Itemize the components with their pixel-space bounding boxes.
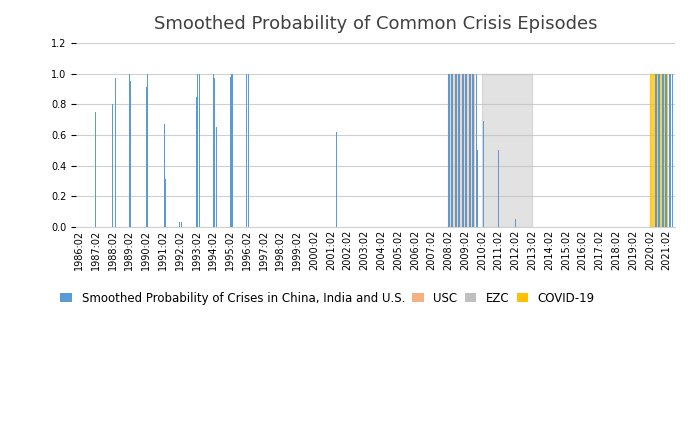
Bar [668, 73, 669, 227]
Bar [672, 73, 673, 227]
Bar [477, 150, 478, 227]
Bar [457, 73, 459, 227]
Bar [650, 73, 667, 227]
Bar [196, 97, 197, 227]
Bar [666, 73, 667, 227]
Bar [130, 81, 131, 227]
Bar [669, 73, 670, 227]
Legend: Smoothed Probability of Crises in China, India and U.S., USC, EZC, COVID-19: Smoothed Probability of Crises in China,… [56, 287, 600, 309]
Bar [483, 121, 484, 227]
Bar [336, 132, 337, 227]
Bar [452, 73, 453, 227]
Bar [515, 219, 516, 227]
Bar [464, 73, 466, 227]
Bar [469, 73, 470, 227]
Bar [460, 73, 462, 227]
Bar [95, 112, 96, 227]
Bar [473, 73, 474, 227]
Bar [213, 73, 214, 227]
Bar [468, 73, 469, 227]
Bar [246, 73, 247, 227]
Bar [115, 78, 116, 227]
Bar [164, 124, 165, 227]
Bar [449, 73, 450, 227]
Bar [655, 73, 656, 227]
Bar [197, 73, 198, 227]
Bar [472, 73, 473, 227]
Bar [147, 73, 148, 227]
Bar [463, 73, 464, 227]
Title: Smoothed Probability of Common Crisis Episodes: Smoothed Probability of Common Crisis Ep… [154, 15, 598, 33]
Bar [216, 127, 217, 227]
Bar [455, 73, 456, 227]
Bar [664, 73, 666, 227]
Bar [662, 73, 663, 227]
Bar [462, 73, 463, 227]
Bar [163, 73, 164, 227]
Bar [498, 150, 499, 227]
Bar [476, 73, 477, 227]
Bar [231, 73, 232, 227]
Bar [659, 73, 660, 227]
Bar [482, 73, 532, 227]
Bar [112, 104, 113, 227]
Bar [466, 73, 467, 227]
Bar [114, 73, 115, 227]
Bar [129, 73, 130, 227]
Bar [658, 73, 659, 227]
Bar [459, 73, 460, 227]
Bar [660, 73, 662, 227]
Bar [663, 73, 664, 227]
Bar [179, 222, 180, 227]
Bar [456, 73, 457, 227]
Bar [448, 73, 473, 227]
Bar [656, 73, 658, 227]
Bar [453, 73, 454, 227]
